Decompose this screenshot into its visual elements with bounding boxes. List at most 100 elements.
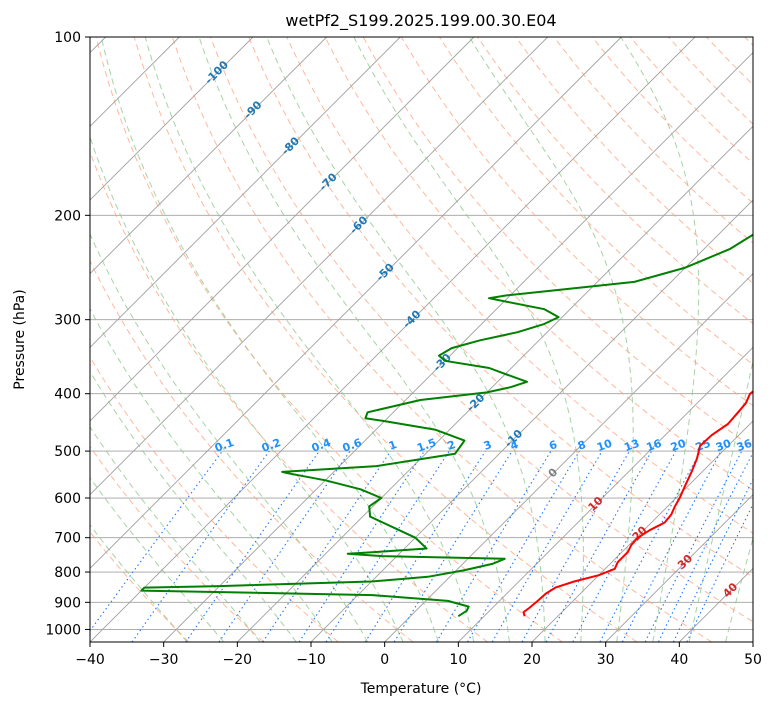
isotherm-line — [310, 199, 753, 642]
sounding-profiles — [140, 233, 753, 618]
mixing-ratio-label: 36 — [735, 437, 754, 455]
mixing-ratio-line — [325, 450, 450, 642]
plot-area: -100-90-80-70-60-50-40-30-20-10010203040… — [90, 37, 754, 642]
isotherm-line — [237, 125, 753, 642]
x-tick-label: −30 — [149, 652, 179, 668]
moist-adiabat-line — [688, 358, 753, 642]
mixing-ratio-line — [686, 503, 753, 642]
dry-adiabat-line — [90, 150, 488, 642]
dry-adiabat-line — [248, 37, 753, 578]
mixing-ratio-label: 13 — [622, 437, 641, 454]
isotherm-line — [90, 37, 401, 348]
isotherm-label: -90 — [241, 98, 264, 121]
y-tick-label: 1000 — [45, 622, 81, 638]
mixing-ratio-line — [572, 450, 677, 642]
moist-adiabat-line — [725, 536, 753, 642]
mixing-ratio-line — [90, 450, 223, 632]
mixing-ratio-label: 30 — [714, 437, 733, 455]
mixing-ratio-line — [545, 450, 653, 642]
x-tick-label: 20 — [523, 652, 541, 668]
mixing-ratio-label: 0.6 — [341, 436, 364, 455]
x-tick-label: 50 — [744, 652, 762, 668]
y-tick-label: 800 — [54, 565, 81, 581]
moist-adiabat-line — [90, 232, 369, 642]
x-tick-label: 0 — [380, 652, 389, 668]
x-tick-label: −20 — [223, 652, 253, 668]
dry-adiabat-line — [591, 37, 753, 204]
isotherm-line — [90, 37, 622, 569]
isotherm-line — [752, 641, 753, 642]
moist-adiabat-line — [353, 37, 584, 642]
isotherm-line — [90, 37, 254, 201]
dry-adiabat-line — [324, 37, 753, 491]
mixing-ratio-label: 0.2 — [260, 436, 283, 455]
isotherm-label: -50 — [374, 261, 397, 284]
mixing-ratio-line — [657, 451, 753, 642]
chart-title: wetPf2_S199.2025.199.00.30.E04 — [285, 11, 556, 31]
isotherms — [90, 37, 753, 642]
y-tick-label: 900 — [54, 595, 81, 611]
isotherm-label: -40 — [400, 307, 423, 330]
mixing-ratio-label: 0.1 — [213, 436, 236, 455]
mixing-ratio-label: 4 — [508, 438, 520, 453]
dewpoint-profile-line — [140, 233, 753, 618]
mixing-ratio-line — [467, 450, 580, 642]
moist-adiabat-line — [90, 135, 404, 642]
isotherm-label: -100 — [202, 58, 231, 87]
dry-adiabat-line — [90, 531, 190, 642]
mixing-ratio-label: 3 — [482, 438, 494, 453]
y-tick-label: 200 — [54, 208, 81, 224]
dry-adiabat-line — [668, 37, 753, 125]
mixing-ratio-line — [218, 450, 351, 642]
zero-isotherm-label: 0 — [546, 465, 561, 480]
mixing-ratio-label: 1.5 — [415, 436, 438, 455]
mixing-ratio-lines — [90, 450, 753, 642]
dry-adiabat-line — [171, 37, 712, 642]
isotherm-line — [90, 37, 696, 642]
moist-adiabat-line — [144, 37, 475, 642]
moist-adiabat-line — [266, 37, 546, 642]
isotherm-line — [458, 346, 753, 642]
dry-adiabat-label: 40 — [720, 580, 740, 600]
moist-adiabat-line — [90, 476, 225, 642]
mixing-ratio-label: 6 — [547, 438, 559, 453]
mixing-ratio-label: 0.4 — [310, 436, 333, 455]
dry-adiabat-line — [438, 37, 753, 366]
y-axis-label: Pressure (hPa) — [12, 289, 28, 389]
temperature-profile-line — [522, 390, 753, 617]
x-axis: −40 −30 −20 −10 0 10 20 30 40 50 — [75, 642, 762, 668]
isotherm-line — [163, 52, 753, 642]
y-axis: 100 200 300 400 500 600 700 800 900 1000 — [45, 30, 90, 638]
isotherm-label: -60 — [347, 213, 370, 236]
mixing-ratio-line — [644, 450, 743, 642]
dry-adiabat-label: 10 — [586, 494, 606, 514]
y-tick-label: 400 — [54, 387, 81, 403]
y-tick-label: 500 — [54, 444, 81, 460]
isotherm-line — [90, 37, 327, 275]
mixing-ratio-line — [364, 450, 486, 642]
dry-adiabat-line — [90, 445, 264, 642]
y-tick-label: 600 — [54, 491, 81, 507]
mixing-ratio-label: 10 — [595, 437, 614, 455]
moist-adiabat-line — [198, 37, 510, 642]
dry-adiabat-line — [95, 37, 563, 642]
mixing-ratio-label: 8 — [576, 438, 588, 453]
mixing-ratio-line — [393, 450, 513, 642]
dry-adiabat-line — [90, 356, 339, 642]
pressure-gridlines — [90, 37, 753, 630]
mixing-ratio-line — [298, 450, 425, 642]
mixing-ratio-line — [435, 450, 552, 642]
mixing-ratio-line — [599, 450, 701, 642]
mixing-ratio-line — [672, 478, 753, 642]
isotherm-line — [679, 567, 753, 642]
y-tick-label: 100 — [54, 30, 81, 46]
isotherm-line — [605, 494, 753, 642]
mixing-ratio-line — [185, 450, 320, 642]
dry-adiabat-label: 30 — [675, 552, 695, 572]
mixing-ratio-line — [262, 450, 392, 642]
mixing-ratio-label: 1 — [387, 438, 399, 453]
dry-adiabat-line — [210, 37, 753, 623]
plot-frame — [89, 36, 754, 643]
moist-adiabat-line — [468, 37, 634, 642]
